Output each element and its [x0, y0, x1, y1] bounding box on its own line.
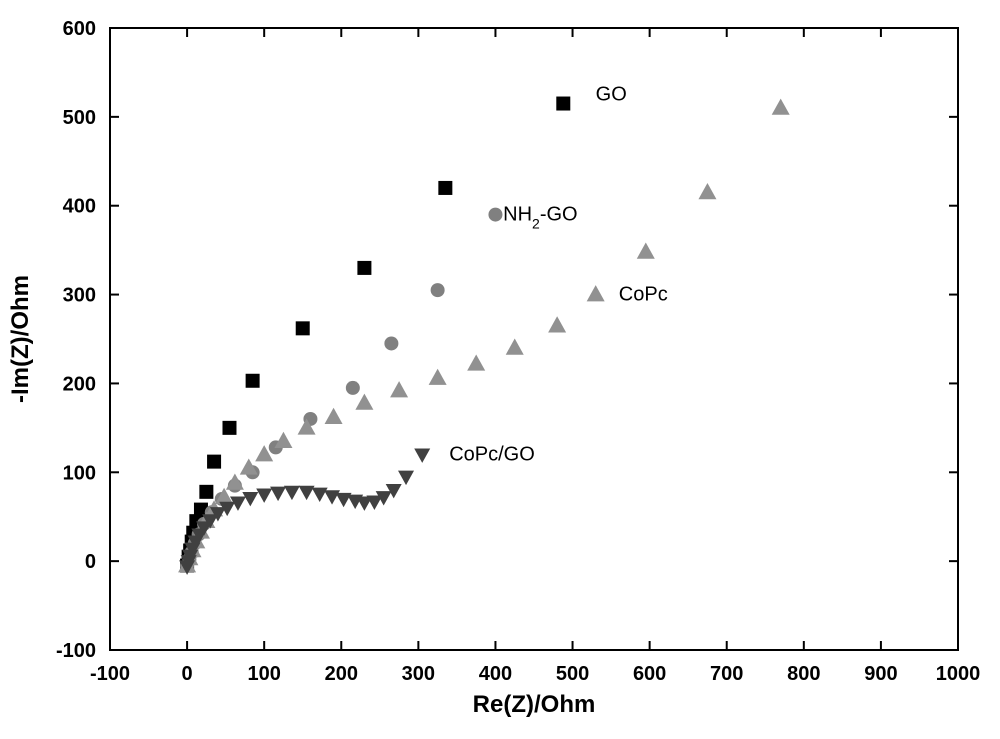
x-tick-label: 400	[479, 663, 512, 685]
point-NH2-GO	[431, 283, 445, 297]
point-NH2-GO	[488, 208, 502, 222]
x-tick-label: 900	[864, 663, 897, 685]
x-tick-label: 300	[402, 663, 435, 685]
point-GO	[357, 261, 371, 275]
point-NH2-GO	[384, 336, 398, 350]
y-tick-label: 0	[85, 551, 96, 573]
point-GO	[222, 421, 236, 435]
x-tick-label: 500	[556, 663, 589, 685]
x-tick-label: 1000	[936, 663, 981, 685]
chart-bg	[0, 0, 1000, 739]
x-tick-label: 600	[633, 663, 666, 685]
y-tick-label: 200	[63, 373, 96, 395]
x-tick-label: 800	[787, 663, 820, 685]
x-axis-label: Re(Z)/Ohm	[473, 691, 596, 718]
point-GO	[199, 485, 213, 499]
y-tick-label: 100	[63, 462, 96, 484]
nyquist-chart: -10001002003004005006007008009001000Re(Z…	[0, 0, 1000, 739]
series-label-GO: GO	[596, 84, 627, 106]
x-tick-label: 0	[182, 663, 193, 685]
x-tick-label: 700	[710, 663, 743, 685]
x-tick-label: 100	[247, 663, 280, 685]
point-GO	[296, 321, 310, 335]
point-NH2-GO	[346, 381, 360, 395]
y-axis-label: -Im(Z)/Ohm	[7, 275, 34, 403]
x-tick-label: 200	[325, 663, 358, 685]
chart-canvas: -10001002003004005006007008009001000Re(Z…	[0, 0, 1000, 739]
series-label-CoPc: CoPc	[619, 284, 668, 306]
point-GO	[556, 97, 570, 111]
y-tick-label: 500	[63, 107, 96, 129]
x-tick-label: -100	[90, 663, 130, 685]
series-label-CoPc/GO: CoPc/GO	[449, 444, 535, 466]
y-tick-label: -100	[56, 640, 96, 662]
point-GO	[438, 181, 452, 195]
y-tick-label: 300	[63, 285, 96, 307]
y-tick-label: 400	[63, 196, 96, 218]
point-GO	[207, 455, 221, 469]
y-tick-label: 600	[63, 18, 96, 40]
point-GO	[246, 374, 260, 388]
